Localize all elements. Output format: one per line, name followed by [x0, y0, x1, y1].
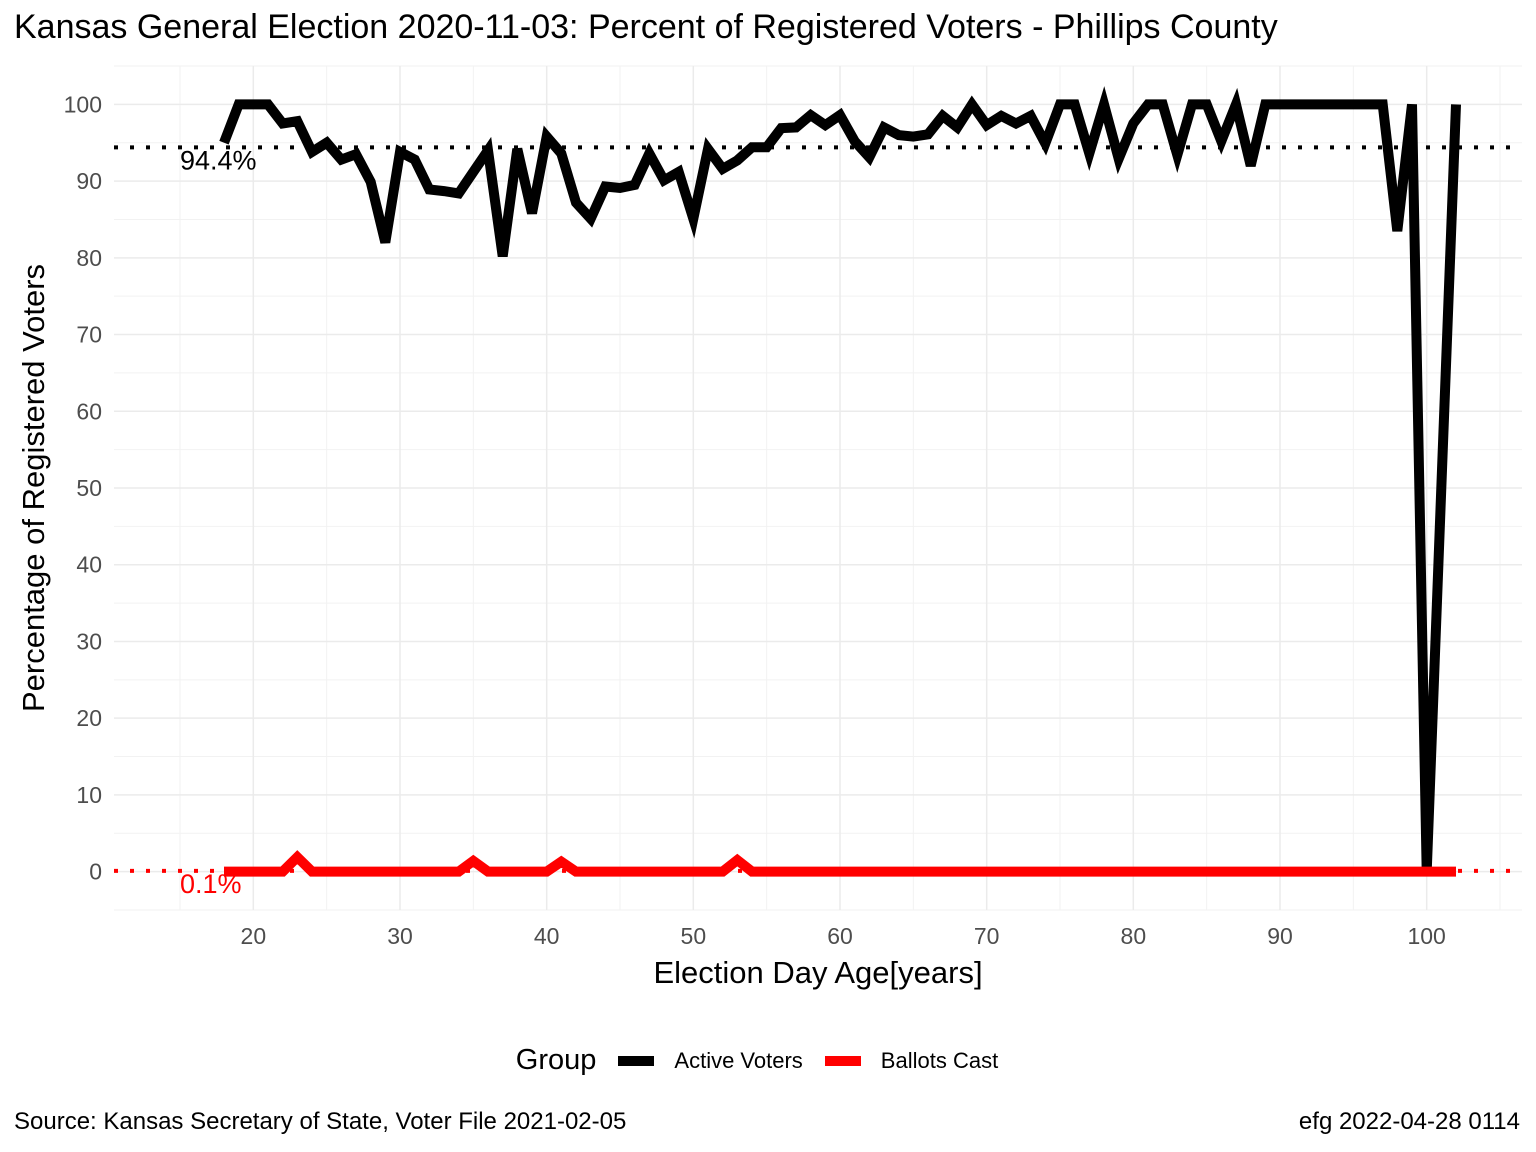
x-tick-label: 100 [1407, 923, 1445, 949]
reference-label: 94.4% [180, 145, 257, 175]
y-tick-label: 90 [76, 168, 102, 194]
series-line-active-voters [219, 86, 1461, 872]
legend-label-ballots-cast: Ballots Cast [880, 1047, 999, 1073]
legend-item-ballots-cast: Ballots Cast [824, 1047, 999, 1074]
legend-item-active-voters: Active Voters [618, 1047, 803, 1074]
y-tick-label: 20 [76, 705, 102, 731]
x-tick-label: 30 [387, 923, 413, 949]
y-tick-label: 100 [64, 91, 102, 117]
series-lines [219, 86, 1461, 877]
x-tick-label: 40 [534, 923, 560, 949]
credit-note: efg 2022-04-28 0114 [1298, 1108, 1520, 1135]
chart-title: Kansas General Election 2020-11-03: Perc… [14, 8, 1278, 46]
x-tick-label: 20 [241, 923, 267, 949]
reference-label: 0.1% [180, 869, 242, 899]
y-tick-label: 30 [76, 628, 102, 654]
y-tick-label: 0 [89, 859, 102, 885]
legend-swatch-ballots-cast [824, 1055, 861, 1066]
y-tick-label: 70 [76, 322, 102, 348]
grid [114, 65, 1522, 911]
legend-title: Group [515, 1044, 597, 1076]
x-tick-label: 70 [974, 923, 1000, 949]
annotations: 94.4% 0.1% [180, 145, 257, 899]
x-axis-label: Election Day Age[years] [653, 955, 983, 990]
y-tick-label: 50 [76, 475, 102, 501]
tick-labels: 20 30 40 50 60 70 80 90 100 0 10 20 30 40 50 60 70 80 90 10… [64, 91, 1446, 949]
x-tick-label: 90 [1267, 923, 1293, 949]
y-tick-label: 60 [76, 398, 102, 424]
x-tick-label: 80 [1121, 923, 1147, 949]
legend-label-active-voters: Active Voters [674, 1047, 803, 1073]
series-line-ballots-cast [224, 850, 1456, 877]
source-note: Source: Kansas Secretary of State, Voter… [14, 1108, 627, 1135]
legend-swatch-active-voters [618, 1055, 655, 1066]
y-tick-label: 80 [76, 245, 102, 271]
y-tick-label: 10 [76, 782, 102, 808]
reference-lines [114, 145, 1522, 873]
y-tick-label: 40 [76, 552, 102, 578]
x-tick-label: 50 [681, 923, 707, 949]
x-tick-label: 60 [827, 923, 853, 949]
legend: Group Active Voters Ballots Cast [0, 1044, 1536, 1077]
